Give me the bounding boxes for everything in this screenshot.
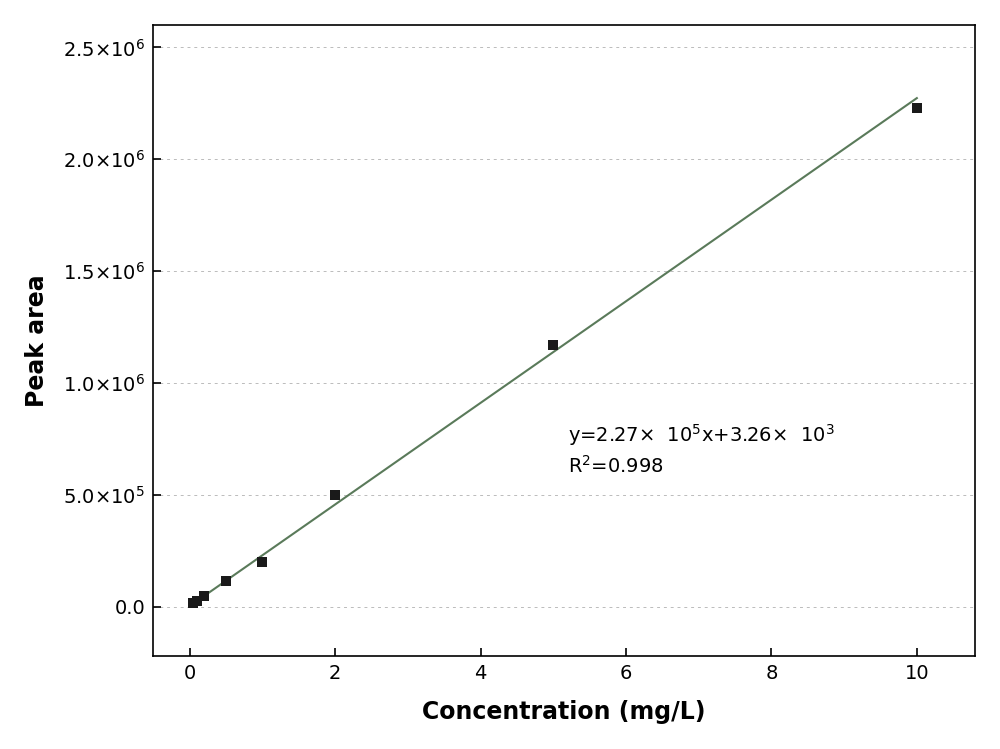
Text: R$^2$=0.998: R$^2$=0.998 [568, 455, 664, 477]
Point [196, 589, 212, 601]
Point [185, 598, 201, 610]
Point [254, 556, 270, 568]
Point [327, 489, 343, 501]
Point [189, 595, 205, 607]
Y-axis label: Peak area: Peak area [25, 274, 49, 407]
X-axis label: Concentration (mg/L): Concentration (mg/L) [422, 700, 706, 724]
Point [909, 102, 925, 114]
Point [545, 339, 561, 351]
Text: y=2.27$\times$  10$^5$x+3.26$\times$  10$^3$: y=2.27$\times$ 10$^5$x+3.26$\times$ 10$^… [568, 422, 834, 448]
Point [218, 574, 234, 586]
